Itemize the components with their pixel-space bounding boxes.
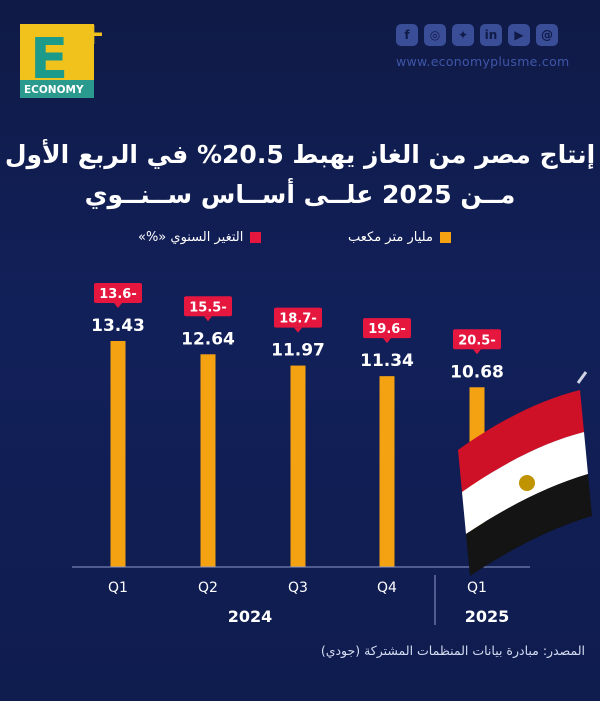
change-badge bbox=[274, 307, 322, 328]
change-label: 13.6- bbox=[99, 287, 136, 302]
value-label: 11.34 bbox=[360, 351, 414, 371]
bar-0 bbox=[110, 341, 126, 567]
linkedin-icon[interactable]: in bbox=[480, 24, 502, 46]
year-label: 2024 bbox=[228, 607, 273, 626]
source-note: المصدر: مبادرة بيانات المنظمات المشتركة … bbox=[320, 643, 585, 658]
change-badge-pointer bbox=[473, 349, 481, 355]
change-badge bbox=[184, 296, 232, 317]
change-badge-pointer bbox=[204, 316, 212, 322]
legend-change-label: التغير السنوي «%» bbox=[138, 230, 244, 245]
website-url[interactable]: www.economyplusme.com bbox=[396, 54, 570, 69]
title-line-1: إنتاج مصر من الغاز يهبط 20.5% في الربع ا… bbox=[4, 140, 596, 169]
x-tick-label: Q2 bbox=[198, 580, 218, 596]
youtube-icon[interactable]: ▶ bbox=[508, 24, 530, 46]
chart-title: إنتاج مصر من الغاز يهبط 20.5% في الربع ا… bbox=[0, 135, 600, 215]
value-label: 13.43 bbox=[91, 316, 145, 336]
logo-plus: + bbox=[80, 18, 105, 52]
bar-2 bbox=[290, 365, 306, 567]
legend-bar-swatch bbox=[439, 232, 451, 243]
economy-plus-logo: E + ECONOMY bbox=[20, 18, 105, 98]
change-badge-pointer bbox=[114, 303, 122, 308]
x-tick-label: Q1 bbox=[108, 580, 128, 596]
bar-3 bbox=[379, 376, 395, 567]
logo-letter: E bbox=[30, 27, 68, 92]
change-label: 18.7- bbox=[279, 312, 316, 327]
change-label: 15.5- bbox=[189, 300, 226, 315]
x-tick-label: Q3 bbox=[288, 580, 308, 596]
title-line-2: مــن 2025 علــى أســاس ســنــوي bbox=[84, 180, 516, 209]
legend-bars: مليار متر مكعب bbox=[348, 230, 451, 245]
value-label: 11.97 bbox=[271, 341, 325, 361]
change-badge-pointer bbox=[294, 327, 302, 333]
instagram-icon[interactable]: ◎ bbox=[424, 24, 446, 46]
logo-word: ECONOMY bbox=[24, 84, 84, 96]
egypt-flag bbox=[458, 371, 592, 576]
twitter-icon[interactable]: ✦ bbox=[452, 24, 474, 46]
social-icons: f ◎ ✦ in ▶ @ bbox=[396, 24, 558, 46]
x-tick-label: Q4 bbox=[377, 580, 397, 596]
change-badge-pointer bbox=[383, 338, 391, 344]
threads-icon[interactable]: @ bbox=[536, 24, 558, 46]
value-label: 10.68 bbox=[450, 362, 504, 382]
change-badge bbox=[94, 283, 142, 303]
bar-1 bbox=[200, 354, 216, 567]
legend-change: التغير السنوي «%» bbox=[138, 230, 262, 245]
year-label: 2025 bbox=[465, 607, 510, 626]
value-label: 12.64 bbox=[181, 329, 235, 349]
change-label: 19.6- bbox=[368, 322, 405, 337]
legend-change-swatch bbox=[250, 232, 262, 243]
change-label: 20.5- bbox=[458, 333, 495, 348]
change-badge bbox=[363, 318, 411, 339]
legend-bar-label: مليار متر مكعب bbox=[348, 230, 433, 245]
change-badge bbox=[453, 329, 501, 350]
facebook-icon[interactable]: f bbox=[396, 24, 418, 46]
x-tick-label: Q1 bbox=[467, 580, 487, 596]
